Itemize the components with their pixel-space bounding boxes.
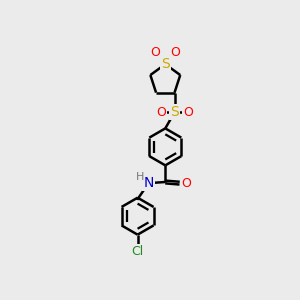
Text: O: O: [151, 46, 160, 59]
Text: O: O: [170, 46, 180, 59]
Text: S: S: [170, 105, 179, 119]
Text: O: O: [181, 177, 191, 190]
Text: H: H: [136, 172, 144, 182]
Text: O: O: [183, 106, 193, 119]
Text: S: S: [161, 57, 170, 71]
Text: N: N: [143, 176, 154, 190]
Text: O: O: [156, 106, 166, 119]
Text: Cl: Cl: [131, 245, 144, 258]
